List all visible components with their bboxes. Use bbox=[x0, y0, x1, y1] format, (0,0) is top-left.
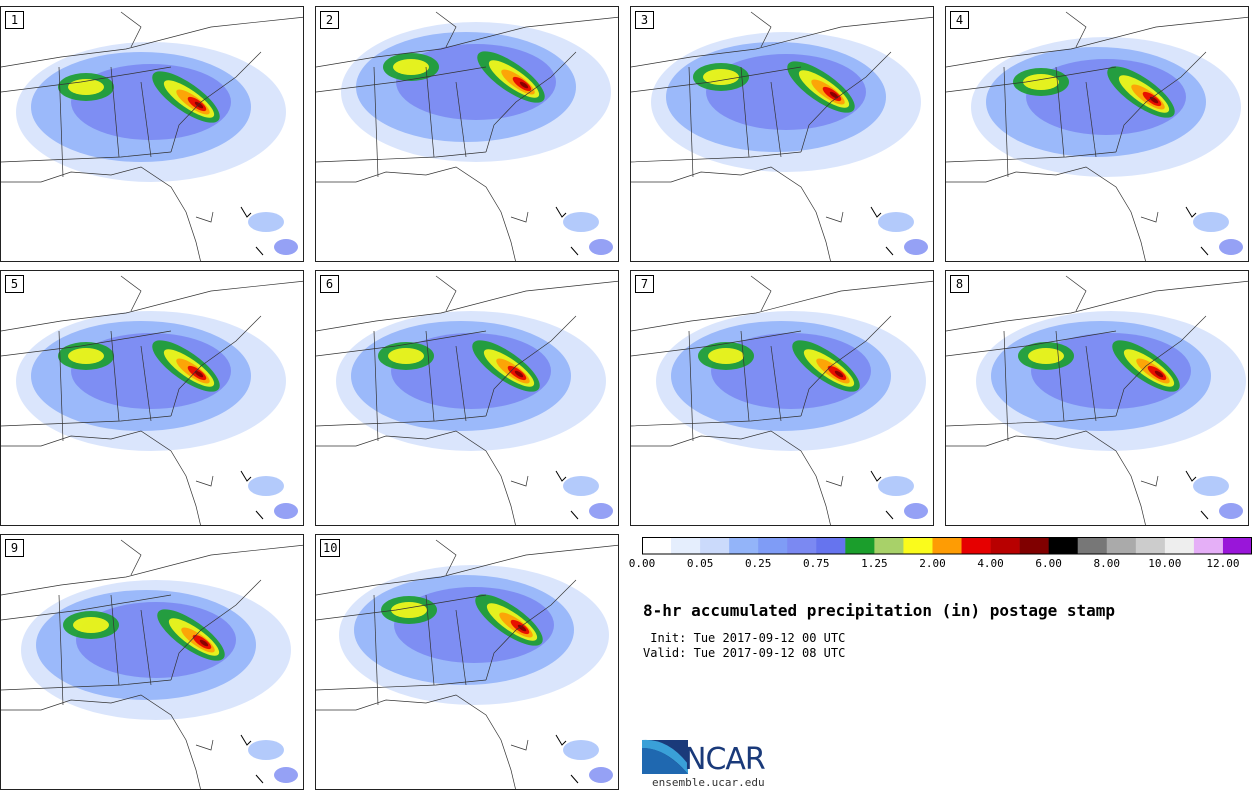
precip-map-9 bbox=[1, 539, 303, 789]
precip-map-4 bbox=[946, 11, 1248, 261]
precip-map-5 bbox=[1, 275, 303, 525]
colorbar-swatch bbox=[1048, 537, 1079, 554]
colorbar-tick-label: 4.00 bbox=[977, 557, 1004, 570]
valid-label: Valid: bbox=[643, 646, 687, 660]
logo-url: ensemble.ucar.edu bbox=[652, 776, 765, 789]
member-panel-7: 7 bbox=[630, 270, 934, 526]
colorbar-tick-label: 10.00 bbox=[1148, 557, 1182, 570]
colorbar-swatch bbox=[932, 537, 962, 554]
colorbar-swatch bbox=[1019, 537, 1049, 554]
valid-time-line: Valid: Tue 2017-09-12 08 UTC bbox=[643, 646, 845, 660]
colorbar bbox=[642, 537, 1252, 555]
colorbar-swatch bbox=[845, 537, 875, 554]
colorbar-tick-label: 2.00 bbox=[919, 557, 946, 570]
colorbar-swatch bbox=[961, 537, 991, 554]
member-panel-8: 8 bbox=[945, 270, 1249, 526]
ncar-logo-text: NCAR bbox=[684, 742, 766, 777]
colorbar-tick-label: 1.25 bbox=[861, 557, 888, 570]
init-time-line: Init: Tue 2017-09-12 00 UTC bbox=[643, 631, 845, 645]
figure-title: 8-hr accumulated precipitation (in) post… bbox=[643, 601, 1116, 620]
colorbar-swatch bbox=[816, 537, 846, 554]
member-panel-2: 2 bbox=[315, 6, 619, 262]
colorbar-swatch bbox=[903, 537, 933, 554]
member-panel-1: 1 bbox=[0, 6, 304, 262]
precip-map-1 bbox=[1, 11, 303, 261]
colorbar-tick-label: 0.00 bbox=[628, 557, 656, 570]
colorbar-swatch bbox=[1135, 537, 1166, 554]
member-panel-4: 4 bbox=[945, 6, 1249, 262]
valid-time: Tue 2017-09-12 08 UTC bbox=[693, 646, 846, 660]
colorbar-tick-label: 0.75 bbox=[803, 557, 830, 570]
precip-map-6 bbox=[316, 275, 618, 525]
member-number: 4 bbox=[950, 11, 969, 29]
colorbar-tick-label: 0.05 bbox=[686, 557, 714, 570]
precip-map-10 bbox=[316, 539, 618, 789]
member-number: 10 bbox=[320, 539, 341, 557]
colorbar-swatch bbox=[1193, 537, 1224, 554]
ncar-logo-icon bbox=[642, 739, 688, 774]
member-panel-3: 3 bbox=[630, 6, 934, 262]
colorbar-swatch bbox=[1222, 537, 1252, 554]
member-number: 9 bbox=[5, 539, 24, 557]
member-panel-6: 6 bbox=[315, 270, 619, 526]
member-number: 5 bbox=[5, 275, 24, 293]
colorbar-swatch bbox=[700, 537, 730, 554]
precip-map-7 bbox=[631, 275, 933, 525]
member-number: 1 bbox=[5, 11, 24, 29]
member-number: 3 bbox=[635, 11, 654, 29]
member-number: 6 bbox=[320, 275, 339, 293]
colorbar-swatch bbox=[787, 537, 817, 554]
colorbar-swatch bbox=[1164, 537, 1195, 554]
member-panel-9: 9 bbox=[0, 534, 304, 790]
precip-map-8 bbox=[946, 275, 1248, 525]
member-number: 2 bbox=[320, 11, 339, 29]
colorbar-tick-label: 8.00 bbox=[1093, 557, 1121, 570]
member-panel-10: 10 bbox=[315, 534, 619, 790]
colorbar-frame bbox=[642, 537, 1252, 555]
colorbar-swatch bbox=[758, 537, 788, 554]
colorbar-swatch bbox=[671, 537, 701, 554]
colorbar-tick-label: 0.25 bbox=[744, 557, 772, 570]
colorbar-swatch bbox=[1106, 537, 1137, 554]
colorbar-tick-label: 12.00 bbox=[1206, 557, 1240, 570]
colorbar-swatch bbox=[642, 537, 672, 554]
precip-map-2 bbox=[316, 11, 618, 261]
init-label: Init: bbox=[643, 631, 687, 645]
colorbar-tick-label: 6.00 bbox=[1035, 557, 1062, 570]
colorbar-swatch bbox=[729, 537, 759, 554]
member-number: 7 bbox=[635, 275, 654, 293]
colorbar-swatch bbox=[874, 537, 904, 554]
member-panel-5: 5 bbox=[0, 270, 304, 526]
colorbar-swatch bbox=[1077, 537, 1108, 554]
member-number: 8 bbox=[950, 275, 969, 293]
init-time: Tue 2017-09-12 00 UTC bbox=[693, 631, 846, 645]
precip-map-3 bbox=[631, 11, 933, 261]
colorbar-swatch bbox=[990, 537, 1020, 554]
